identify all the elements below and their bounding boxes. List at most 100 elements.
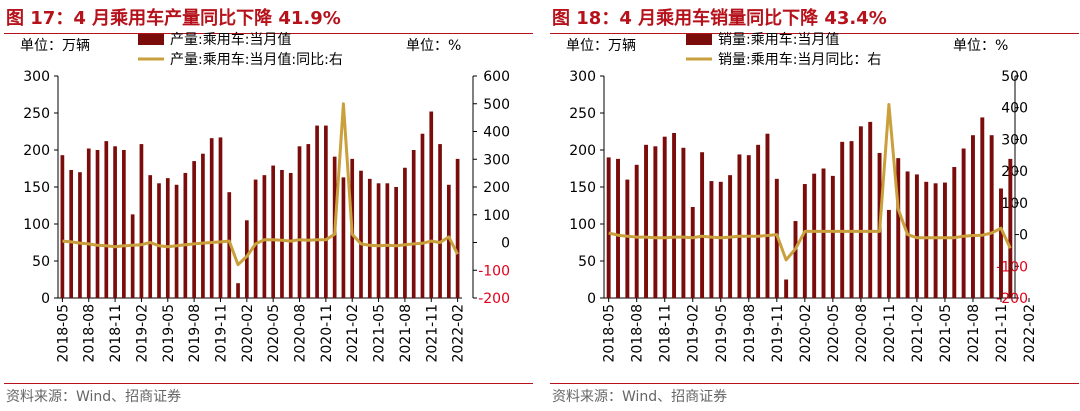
left-tick-label: 100 [569, 217, 596, 233]
bar [886, 209, 891, 298]
bar [411, 150, 416, 298]
left-tick-label: 0 [587, 291, 596, 307]
bar [606, 157, 611, 298]
bar [1008, 158, 1013, 298]
bar [69, 169, 74, 298]
x-tick-label: 2021-05 [938, 304, 954, 363]
bar [896, 158, 901, 298]
bar [95, 150, 100, 298]
left-unit-label: 单位：万辆 [20, 38, 90, 54]
bar [746, 155, 751, 298]
x-tick-label: 2021-02 [910, 304, 926, 363]
x-tick-label: 2019-11 [213, 304, 229, 363]
x-tick-label: 2020-08 [854, 304, 870, 363]
bar [625, 179, 630, 298]
right-tick-label: 500 [1001, 69, 1028, 85]
bar [942, 182, 947, 298]
bar [756, 144, 761, 298]
bar [60, 155, 65, 298]
source-note: 资料来源：Wind、招商证券 [6, 389, 182, 405]
bar [236, 283, 240, 298]
right-tick-label: 300 [1001, 132, 1028, 148]
bar [812, 173, 817, 298]
title-divider [550, 33, 1079, 34]
bar [288, 172, 293, 298]
left-tick-label: 0 [41, 291, 50, 307]
left-tick-label: 50 [32, 254, 50, 270]
bar [821, 168, 826, 298]
left-tick-label: 150 [569, 180, 596, 196]
bar [297, 146, 302, 298]
left-tick-label: 250 [569, 106, 596, 122]
bar [183, 172, 188, 298]
right-tick-label: 100 [483, 208, 510, 224]
bar [130, 214, 135, 298]
bar [271, 165, 276, 298]
right-unit-label: 单位：% [953, 38, 1008, 54]
bar [793, 221, 798, 298]
bar [244, 220, 249, 298]
bar [359, 170, 363, 298]
x-tick-label: 2020-02 [240, 304, 256, 363]
legend-bar-label: 产量:乘用车:当月值 [170, 31, 291, 48]
x-tick-label: 2020-11 [882, 304, 898, 363]
bar [653, 146, 658, 298]
right-tick-label: 200 [1001, 164, 1028, 180]
x-tick-label: 2019-02 [134, 304, 150, 363]
right-unit-label: 单位：% [406, 38, 461, 54]
x-tick-label: 2019-05 [714, 304, 730, 363]
bar [830, 175, 835, 298]
bar [201, 153, 205, 298]
bar [385, 183, 390, 298]
bar [672, 132, 677, 298]
x-tick-label: 2021-05 [372, 304, 388, 363]
title-divider [4, 33, 533, 34]
legend-bar-label: 销量:乘用车:当月值 [718, 31, 839, 48]
bar [802, 184, 807, 298]
bar [999, 188, 1003, 298]
bar [165, 178, 170, 298]
right-tick-label: 400 [1001, 101, 1028, 117]
x-tick-label: 2019-08 [742, 304, 758, 363]
bar [924, 181, 929, 298]
bar [192, 161, 196, 298]
bar [280, 169, 284, 298]
bar [157, 183, 161, 298]
left-tick-label: 300 [23, 69, 50, 85]
legend-bar-swatch [138, 34, 164, 45]
x-tick-label: 2018-08 [630, 304, 646, 363]
bar [376, 183, 381, 298]
right-tick-label: -100 [478, 263, 510, 279]
bar [86, 148, 91, 298]
bar [367, 178, 372, 298]
left-tick-label: 300 [569, 69, 596, 85]
chart-title: 图 18：4 月乘用车销量同比下降 43.4% [552, 8, 887, 29]
x-tick-label: 2022-02 [1022, 304, 1038, 363]
x-tick-label: 2021-02 [345, 304, 361, 363]
x-tick-label: 2021-11 [994, 304, 1010, 363]
bar [403, 167, 407, 298]
left-tick-label: 50 [578, 254, 596, 270]
bar [315, 125, 319, 298]
left-unit-label: 单位：万辆 [566, 38, 636, 54]
legend-line-label: 销量:乘用车:当月同比：右 [718, 51, 881, 68]
left-tick-label: 200 [569, 143, 596, 159]
x-tick-label: 2018-05 [55, 304, 71, 363]
bar [662, 136, 667, 298]
bar [840, 141, 845, 298]
x-tick-label: 2020-11 [319, 304, 335, 363]
bar [113, 146, 117, 298]
x-tick-label: 2018-05 [602, 304, 618, 363]
bar [438, 144, 442, 298]
bar [980, 117, 985, 298]
x-tick-label: 2018-11 [108, 304, 124, 363]
legend-bar-swatch [686, 34, 712, 45]
chart-panel-production: 图 17：4 月乘用车产量同比下降 41.9% 单位：万辆 单位：% 产量:乘用车:… [0, 0, 535, 411]
bar [858, 126, 863, 298]
bar [306, 144, 311, 298]
right-tick-label: 200 [483, 180, 510, 196]
right-tick-label: -200 [478, 291, 510, 307]
right-tick-label: 0 [501, 236, 510, 252]
